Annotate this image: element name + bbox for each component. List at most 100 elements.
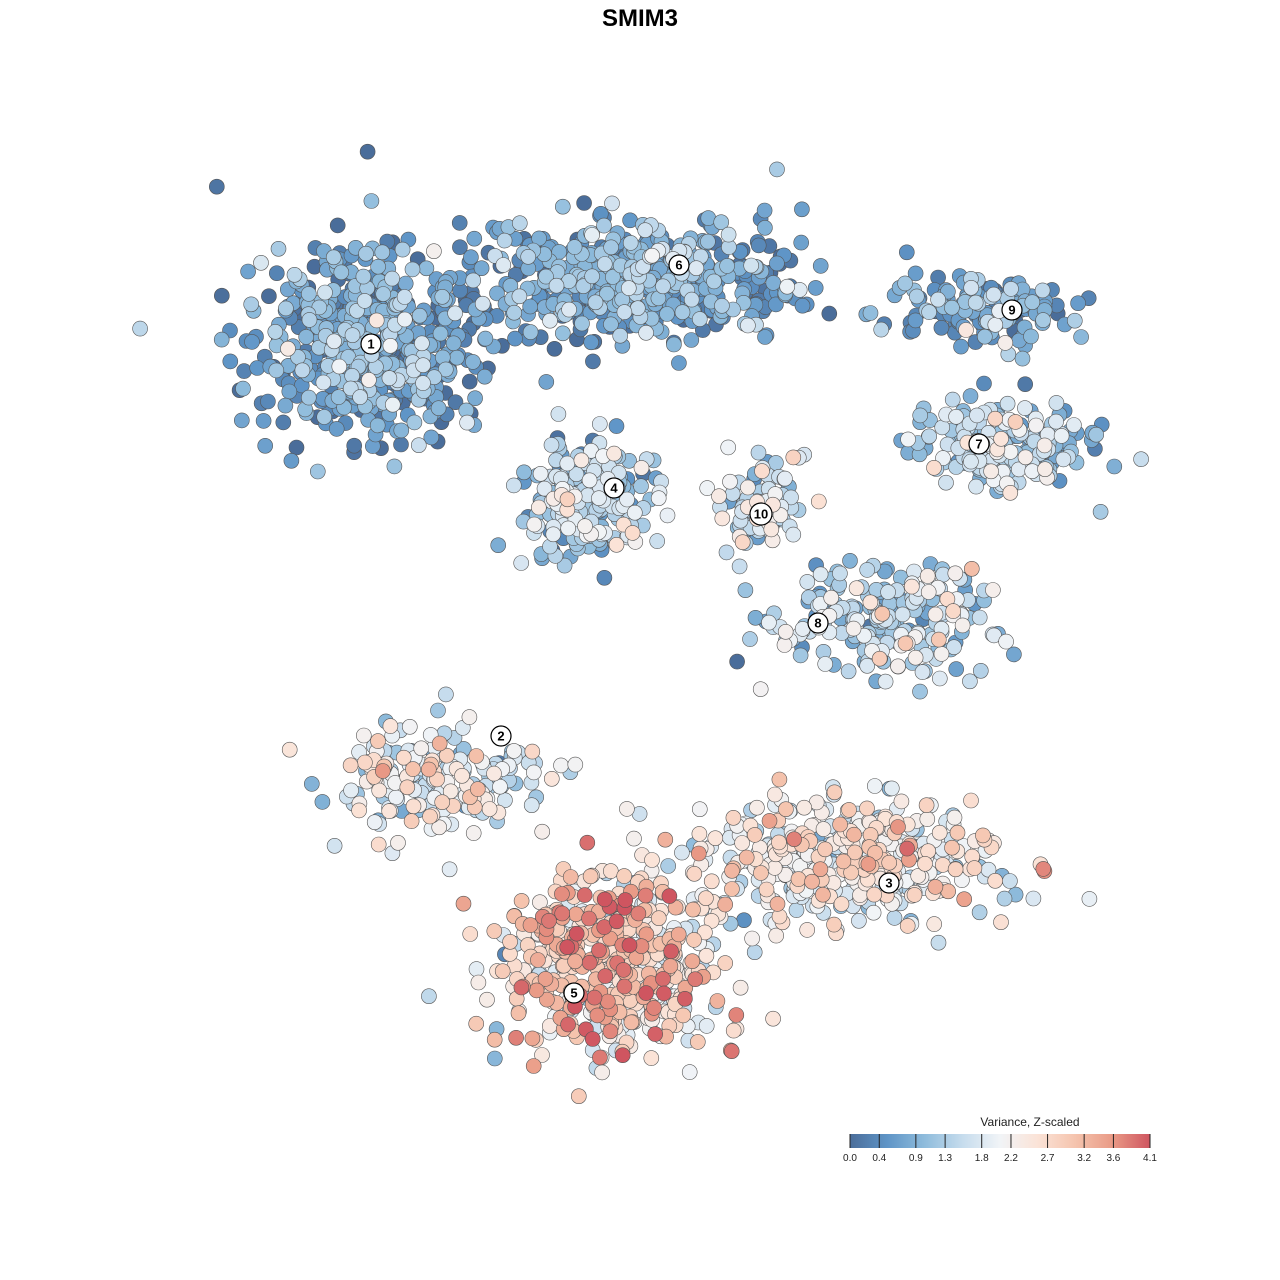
data-point	[794, 297, 811, 314]
data-point	[1133, 451, 1149, 468]
data-point	[359, 143, 376, 160]
data-point	[987, 872, 1004, 889]
data-point	[740, 479, 756, 496]
data-point	[132, 320, 148, 337]
data-point	[966, 860, 983, 876]
data-point	[926, 916, 943, 932]
data-point	[753, 865, 769, 881]
data-point	[1048, 395, 1065, 411]
data-point	[690, 845, 707, 862]
data-point	[969, 407, 985, 424]
data-point	[954, 617, 971, 634]
data-point	[309, 463, 326, 480]
data-point	[684, 953, 701, 970]
legend: Variance, Z-scaled 0.0 0.4 0.9 1.3 1.8 2.2 2.7…	[843, 1115, 1157, 1164]
data-point	[492, 778, 508, 795]
data-point	[958, 322, 974, 338]
cluster-label-text: 7	[975, 437, 982, 452]
legend-tick-label: 1.3	[938, 1153, 952, 1164]
data-point	[761, 614, 777, 631]
data-point	[968, 478, 984, 495]
data-point	[426, 243, 442, 259]
data-point	[589, 1007, 606, 1024]
data-point	[933, 319, 950, 336]
data-point	[576, 887, 593, 903]
data-point	[240, 263, 256, 280]
data-point	[971, 904, 988, 921]
data-point	[810, 493, 827, 510]
cluster-label-9: 9	[1001, 299, 1023, 321]
data-point	[750, 444, 767, 461]
data-point	[873, 321, 890, 338]
data-point	[423, 429, 440, 446]
data-point	[846, 826, 862, 843]
data-point	[908, 288, 925, 305]
data-point	[931, 824, 948, 841]
data-point	[438, 686, 454, 703]
data-point	[620, 280, 637, 296]
data-point	[933, 646, 950, 662]
data-point	[466, 230, 483, 247]
data-point	[662, 958, 679, 974]
data-point	[489, 285, 505, 302]
data-point	[351, 802, 367, 819]
data-point	[734, 534, 751, 551]
data-point	[468, 961, 485, 977]
data-point	[300, 389, 317, 406]
data-point	[268, 265, 285, 282]
data-point	[944, 391, 961, 408]
data-point	[785, 526, 802, 543]
data-point	[746, 827, 763, 843]
data-point	[554, 886, 570, 902]
data-point	[463, 249, 479, 266]
data-point	[859, 562, 876, 578]
data-point	[717, 896, 734, 913]
data-point	[584, 1031, 601, 1047]
data-point	[718, 544, 735, 561]
data-point	[817, 656, 834, 672]
data-point	[445, 335, 462, 352]
data-point	[474, 295, 491, 312]
data-point	[859, 800, 875, 817]
data-point	[877, 673, 894, 690]
data-point	[912, 407, 929, 424]
data-point	[608, 536, 625, 553]
data-point	[860, 856, 877, 872]
data-point	[298, 329, 315, 345]
data-point	[406, 414, 423, 431]
data-point	[550, 406, 567, 422]
data-point	[886, 910, 903, 926]
data-point	[591, 490, 607, 507]
data-point	[893, 793, 910, 810]
data-point	[1006, 646, 1022, 663]
data-point	[1024, 463, 1040, 480]
data-point	[944, 839, 960, 856]
data-point	[723, 1043, 740, 1059]
data-point	[235, 380, 251, 397]
data-point	[608, 913, 625, 930]
data-point	[744, 930, 760, 947]
data-point	[919, 568, 936, 584]
data-point	[790, 871, 807, 887]
data-point	[301, 312, 318, 328]
data-point	[650, 910, 667, 927]
data-point	[303, 776, 320, 792]
data-point	[516, 464, 532, 481]
data-point	[542, 312, 558, 329]
data-point	[637, 222, 654, 238]
cluster-label-text: 8	[814, 616, 821, 631]
data-point	[633, 478, 649, 495]
data-point	[581, 954, 598, 971]
data-point	[841, 802, 857, 818]
data-point	[926, 459, 942, 476]
data-point	[993, 430, 1009, 447]
data-point	[534, 823, 551, 840]
data-point	[374, 244, 391, 261]
data-point	[315, 374, 332, 391]
data-point	[757, 329, 773, 345]
data-point	[703, 873, 720, 890]
data-point	[761, 813, 778, 829]
data-point	[807, 280, 824, 296]
data-point	[434, 288, 451, 305]
data-point	[511, 215, 528, 231]
